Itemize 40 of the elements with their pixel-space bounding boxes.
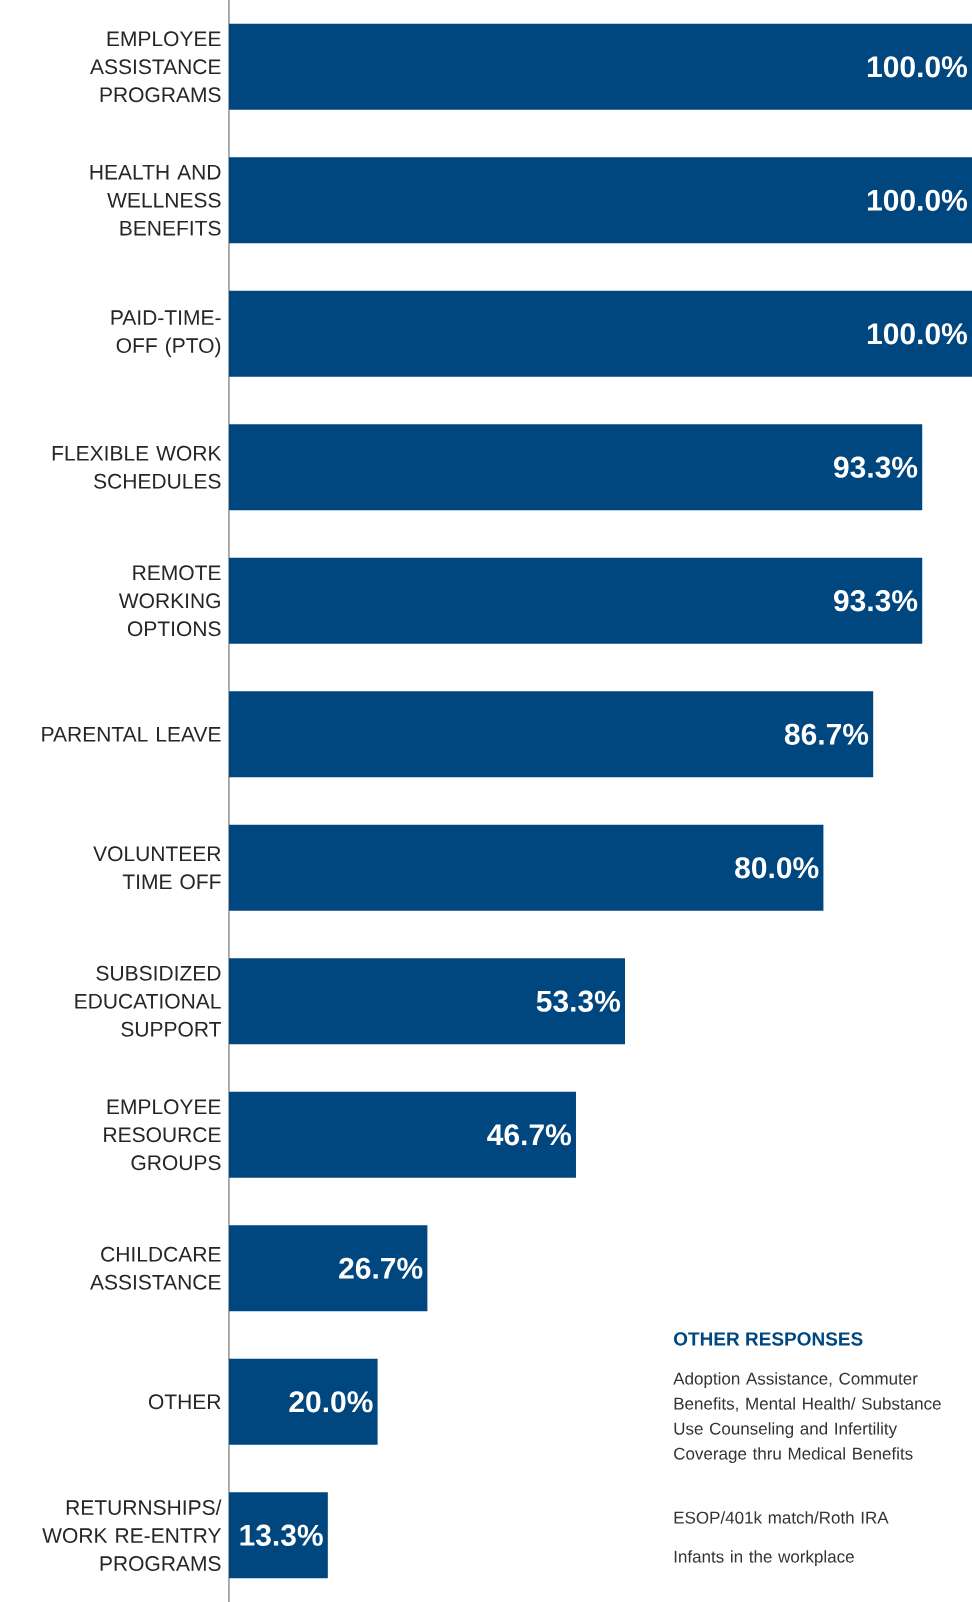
bar: [229, 157, 972, 244]
y-tick-label: RETURNSHIPS/ WORK RE-ENTRY PROGRAMS: [42, 1499, 222, 1571]
y-tick-label: CHILDCARE ASSISTANCE: [90, 1246, 221, 1290]
bar: [229, 958, 626, 1045]
data-label: 80.0%: [735, 857, 819, 879]
annotation: Adoption Assistance, Commuter Benefits, Mental Health/ Substance Use Counseling and Infertility Coverage thru Medical Benefits: [673, 1372, 941, 1464]
bar: [229, 1358, 378, 1445]
y-tick-label: PARENTAL LEAVE: [42, 727, 221, 742]
y-tick-label: PAID-TIME-OFF (PTO): [111, 310, 221, 358]
bar: [229, 824, 824, 911]
y-tick-label: EMPLOYEE RESOURCE GROUPS: [104, 1099, 221, 1171]
y-tick-label: VOLUNTEER TIME OFF: [93, 846, 221, 890]
bar: [229, 557, 923, 644]
y-tick-label: REMOTE WORKING OPTIONS: [118, 565, 221, 637]
data-label: 20.0%: [289, 1391, 373, 1413]
data-label: 100.0%: [867, 323, 968, 345]
annotation: OTHER RESPONSES: [673, 1332, 863, 1346]
bar: [229, 23, 972, 110]
y-tick-label: HEALTH AND WELLNESS BENEFITS: [90, 164, 221, 236]
data-label: 86.7%: [784, 723, 869, 745]
data-label: 93.3%: [834, 456, 918, 478]
annotation: ESOP/401k match/Roth IRA: [674, 1511, 889, 1524]
y-tick-label: SUBSIDIZED EDUCATIONAL SUPPORT: [75, 965, 221, 1037]
data-label: 93.3%: [834, 590, 918, 612]
data-label: 53.3%: [536, 990, 621, 1012]
bar: [229, 424, 923, 511]
y-tick-label: EMPLOYEE ASSISTANCE PROGRAMS: [90, 31, 221, 103]
annotation: Infants in the workplace: [674, 1550, 854, 1567]
bar: [229, 1225, 428, 1312]
y-tick-label: OTHER: [148, 1394, 221, 1410]
y-tick-label: FLEXIBLE WORK SCHEDULES: [52, 445, 222, 489]
data-label: 46.7%: [487, 1124, 571, 1146]
data-label: 13.3%: [240, 1524, 323, 1546]
bar: [229, 1492, 328, 1579]
bar: [229, 691, 874, 778]
bar: [229, 1091, 576, 1178]
bar: [229, 290, 972, 377]
data-label: 26.7%: [339, 1257, 423, 1279]
data-label: 100.0%: [867, 56, 968, 78]
data-label: 100.0%: [867, 189, 968, 211]
